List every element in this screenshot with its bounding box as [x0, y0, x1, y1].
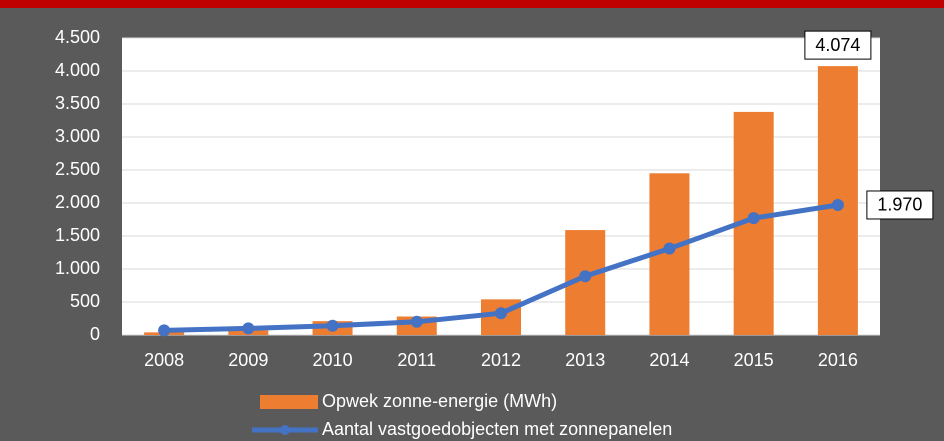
y-tick-label: 0 [90, 324, 100, 344]
legend-swatch [260, 395, 318, 409]
legend-swatch [280, 425, 290, 435]
marker [158, 324, 171, 337]
y-tick-label: 1.000 [55, 258, 100, 278]
marker [410, 315, 423, 328]
x-tick-label: 2015 [734, 350, 774, 370]
legend-label: Opwek zonne-energie (MWh) [322, 391, 557, 411]
y-tick-label: 3.000 [55, 126, 100, 146]
marker [747, 212, 760, 225]
marker [326, 319, 339, 332]
marker [495, 307, 507, 320]
marker [831, 198, 844, 211]
top-bar [0, 0, 944, 8]
x-tick-label: 2010 [313, 350, 353, 370]
y-tick-label: 4.000 [55, 60, 100, 80]
marker [663, 242, 676, 255]
x-tick-label: 2008 [144, 350, 184, 370]
y-tick-label: 2.000 [55, 192, 100, 212]
data-label: 4.074 [815, 35, 860, 55]
x-tick-label: 2016 [818, 350, 858, 370]
data-label: 1.970 [877, 195, 922, 215]
x-tick-label: 2013 [565, 350, 605, 370]
marker [579, 270, 592, 283]
x-tick-label: 2011 [397, 350, 436, 370]
y-tick-label: 1.500 [55, 225, 100, 245]
x-tick-label: 2014 [649, 350, 689, 370]
data-label-box [804, 30, 872, 60]
data-label-box [866, 190, 934, 220]
y-tick-label: 3.500 [55, 93, 100, 113]
x-tick-label: 2012 [481, 350, 521, 370]
marker [242, 322, 255, 335]
y-tick-label: 500 [70, 291, 100, 311]
y-tick-label: 2.500 [55, 159, 100, 179]
y-tick-label: 4.500 [55, 27, 100, 47]
x-tick-label: 2009 [228, 350, 268, 370]
legend-label: Aantal vastgoedobjecten met zonnepanelen [322, 419, 672, 439]
